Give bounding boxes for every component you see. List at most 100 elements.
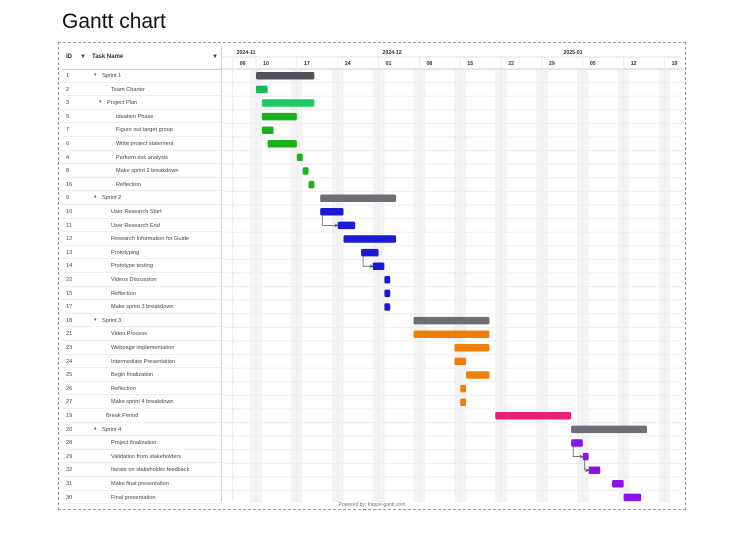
task-bar[interactable] (384, 303, 391, 311)
table-row[interactable]: 18 ▾ Sprint 3 (62, 314, 221, 328)
dependency-arrow (572, 446, 582, 457)
filter-icon[interactable]: ▼ (212, 54, 218, 60)
task-name: Ideation Phase (116, 113, 154, 120)
collapse-caret-icon[interactable]: ▾ (94, 194, 97, 201)
task-bar[interactable] (261, 112, 297, 121)
week-tick-label: 12 (631, 61, 637, 67)
task-name: Validation from stakeholders (111, 453, 182, 460)
table-row[interactable]: 29 Validation from stakeholders (62, 450, 221, 464)
collapse-caret-icon[interactable]: ▾ (94, 425, 97, 432)
table-row[interactable]: 17 Make sprint 3 breakdown (62, 300, 221, 314)
table-row[interactable]: 16 Reflection (62, 178, 221, 192)
weekend-shade (256, 69, 262, 502)
task-bar[interactable] (466, 371, 490, 379)
table-row[interactable]: 23 Webpage implementation (62, 341, 221, 355)
task-name: Begin finalization (111, 372, 154, 379)
table-row[interactable]: 15 Reflection (62, 287, 221, 301)
task-bar[interactable] (361, 248, 379, 257)
task-id: 28 (66, 440, 73, 447)
task-name: Prototyping (111, 249, 140, 256)
task-id: 10 (66, 209, 73, 215)
task-name: Videos Discussion (111, 277, 157, 283)
collapse-caret-icon[interactable]: ▾ (99, 99, 102, 106)
task-bar[interactable] (460, 384, 467, 393)
week-tick-label: 24 (345, 61, 351, 67)
task-bar[interactable] (261, 126, 274, 134)
table-row[interactable]: 25 Begin finalization (62, 368, 221, 382)
task-bar[interactable] (256, 85, 268, 94)
filter-icon[interactable]: ▼ (80, 54, 86, 60)
table-row[interactable]: 14 Prototype testing (62, 259, 221, 273)
table-row[interactable]: 6 Write project statement (62, 137, 221, 151)
table-row[interactable]: 5 Ideation Phase (62, 110, 221, 124)
task-bar[interactable] (571, 425, 647, 434)
weekend-shade (296, 69, 303, 502)
month-label: 2024-12 (383, 50, 402, 56)
task-bar[interactable] (495, 412, 572, 420)
task-bar[interactable] (460, 398, 467, 406)
task-id: 2 (66, 86, 70, 93)
table-row[interactable]: 20 ▾ Sprint 4 (62, 423, 221, 437)
weekend-shade (378, 69, 385, 502)
table-row[interactable]: 3 ▾ Project Plan (62, 96, 221, 110)
task-name-column-header: Task Name (92, 54, 124, 60)
table-row[interactable]: 24 Intermediate Presentation (62, 355, 221, 369)
task-bar[interactable] (296, 153, 303, 162)
task-bar[interactable] (413, 316, 490, 325)
table-row[interactable]: 27 Make sprint 4 breakdown (62, 395, 221, 409)
task-name: Project Plan (107, 100, 138, 107)
task-bar[interactable] (454, 344, 490, 352)
task-bar[interactable] (320, 194, 397, 202)
task-bar[interactable] (337, 221, 356, 230)
task-bar[interactable] (571, 439, 583, 447)
table-row[interactable]: 31 Make final presentation (62, 477, 221, 491)
task-bar[interactable] (267, 140, 297, 148)
table-row[interactable]: 28 Project finalization (62, 436, 221, 450)
task-bar[interactable] (320, 208, 344, 216)
table-row[interactable]: 7 Figure out target group (62, 123, 221, 137)
task-name: Sprint 2 (102, 195, 122, 202)
weekend-shade (658, 69, 665, 502)
table-row[interactable]: 22 Videos Discussion (62, 273, 221, 287)
collapse-caret-icon[interactable]: ▾ (94, 316, 97, 323)
task-name: Project finalization (111, 440, 157, 447)
task-bar[interactable] (588, 466, 601, 474)
task-id: 22 (66, 277, 73, 283)
task-bar[interactable] (582, 452, 589, 461)
task-bar[interactable] (372, 262, 385, 270)
task-id: 1 (66, 73, 70, 79)
weekend-shade (501, 69, 507, 502)
table-row[interactable]: 30 Final presentation (62, 491, 221, 505)
table-row[interactable]: 9 ▾ Sprint 2 (62, 191, 221, 205)
table-row[interactable]: 13 Prototyping (62, 246, 221, 260)
task-bar[interactable] (308, 180, 315, 189)
task-grid: ID ▼ Task Name ▼ 1 ▾ Sprint 1 2 Team Charter… (62, 46, 222, 505)
table-row[interactable]: 21 Video Process (62, 327, 221, 341)
dependency-arrow (321, 214, 337, 226)
task-bar[interactable] (623, 493, 642, 502)
task-bar[interactable] (454, 357, 467, 366)
table-row[interactable]: 32 Iterate on stakeholder feedback (62, 463, 221, 477)
task-bar[interactable] (413, 330, 490, 338)
task-bar[interactable] (384, 289, 391, 298)
task-bar[interactable] (611, 480, 624, 488)
task-bar[interactable] (343, 235, 397, 243)
table-row[interactable]: 11 User Research End (62, 219, 221, 233)
table-row[interactable]: 19 Break Period (62, 409, 221, 423)
table-row[interactable]: 2 Team Charter (62, 83, 221, 97)
table-row[interactable]: 12 Research Information for Guide (62, 232, 221, 246)
task-bar[interactable] (302, 167, 309, 175)
weekend-shade (250, 69, 257, 502)
task-bar[interactable] (384, 276, 391, 284)
week-tick-label: 10 (263, 61, 269, 67)
task-bar[interactable] (256, 72, 315, 80)
task-bar[interactable] (261, 99, 315, 107)
table-row[interactable]: 10 User Research Start (62, 205, 221, 219)
table-row[interactable]: 8 Make sprint 2 breakdown (62, 164, 221, 178)
table-row[interactable]: 26 Reflection (62, 382, 221, 396)
month-label: 2024-11 (237, 50, 256, 56)
table-row[interactable]: 4 Perform risk analysis (62, 151, 221, 165)
table-row[interactable]: 1 ▾ Sprint 1 (62, 69, 221, 83)
collapse-caret-icon[interactable]: ▾ (94, 72, 97, 78)
task-name: Team Charter (111, 86, 145, 93)
